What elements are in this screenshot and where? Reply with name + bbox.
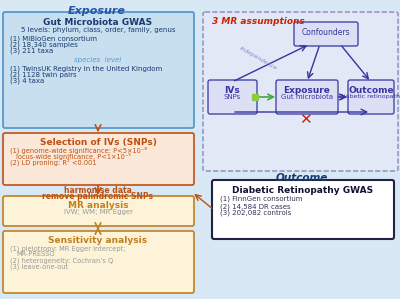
FancyBboxPatch shape [203, 12, 398, 171]
Text: MR analysis: MR analysis [68, 201, 128, 210]
FancyBboxPatch shape [3, 231, 194, 293]
Text: (2) 14,584 DR cases: (2) 14,584 DR cases [220, 203, 291, 210]
Text: Gut Microbiota GWAS: Gut Microbiota GWAS [44, 18, 152, 27]
Text: Outcome: Outcome [348, 86, 394, 95]
Text: 3 MR assumptions: 3 MR assumptions [212, 17, 305, 26]
Text: Selection of IVs (SNPs): Selection of IVs (SNPs) [40, 138, 156, 147]
Text: (1) TwinsUK Registry in the United Kingdom: (1) TwinsUK Registry in the United Kingd… [10, 66, 162, 72]
Text: (3) 211 taxa: (3) 211 taxa [10, 48, 53, 54]
Text: Gut microbiota: Gut microbiota [281, 94, 333, 100]
Text: remove palindromic SNPs: remove palindromic SNPs [42, 192, 154, 201]
FancyBboxPatch shape [348, 80, 394, 114]
FancyBboxPatch shape [3, 196, 194, 226]
Text: (1) MiBioGen consortium: (1) MiBioGen consortium [10, 36, 97, 42]
Text: Exposure: Exposure [284, 86, 330, 95]
FancyBboxPatch shape [3, 133, 194, 185]
Text: (2) LD proning: R² <0.001: (2) LD proning: R² <0.001 [10, 159, 96, 167]
Text: Sensitivity analysis: Sensitivity analysis [48, 236, 148, 245]
Text: (1) FinnGen consortium: (1) FinnGen consortium [220, 196, 302, 202]
Text: Diabetic Retinopathy GWAS: Diabetic Retinopathy GWAS [232, 186, 374, 195]
Text: (3) 4 taxa: (3) 4 taxa [10, 78, 44, 85]
Text: ✕: ✕ [299, 112, 311, 127]
Text: harmonise data: harmonise data [64, 186, 132, 195]
Text: (3) 202,082 controls: (3) 202,082 controls [220, 210, 291, 216]
FancyBboxPatch shape [3, 12, 194, 128]
Text: Diabetic retinopathy: Diabetic retinopathy [339, 94, 400, 99]
FancyBboxPatch shape [276, 80, 338, 114]
Text: (2) 1128 twin pairs: (2) 1128 twin pairs [10, 72, 77, 79]
Text: SNPs: SNPs [223, 94, 241, 100]
Text: Exposure: Exposure [68, 6, 126, 16]
FancyBboxPatch shape [212, 180, 394, 239]
FancyBboxPatch shape [208, 80, 257, 114]
Text: 5 levels: phylum, class, order, family, genus: 5 levels: phylum, class, order, family, … [21, 27, 175, 33]
Text: Outcome: Outcome [276, 173, 328, 183]
Text: species  level: species level [74, 57, 122, 63]
Text: (2) heterogeneity: Cochran’s Q: (2) heterogeneity: Cochran’s Q [10, 257, 113, 263]
Text: locus-wide significance, P<1×10⁻⁵: locus-wide significance, P<1×10⁻⁵ [16, 153, 131, 160]
FancyBboxPatch shape [294, 22, 358, 46]
Text: IVs: IVs [224, 86, 240, 95]
Text: Confounders: Confounders [302, 28, 350, 37]
Text: (1) genome-wide significance: P<5×10⁻⁸: (1) genome-wide significance: P<5×10⁻⁸ [10, 147, 147, 155]
Text: (2) 18,340 samples: (2) 18,340 samples [10, 42, 78, 48]
Text: independence: independence [238, 45, 278, 71]
Text: (1) pleiotropy: MR Egger intercept;: (1) pleiotropy: MR Egger intercept; [10, 245, 125, 251]
Text: MR-PRESSO: MR-PRESSO [16, 251, 55, 257]
Text: IVW; WM; MR Egger: IVW; WM; MR Egger [64, 209, 132, 215]
Text: (3) leave-one-out: (3) leave-one-out [10, 263, 68, 269]
